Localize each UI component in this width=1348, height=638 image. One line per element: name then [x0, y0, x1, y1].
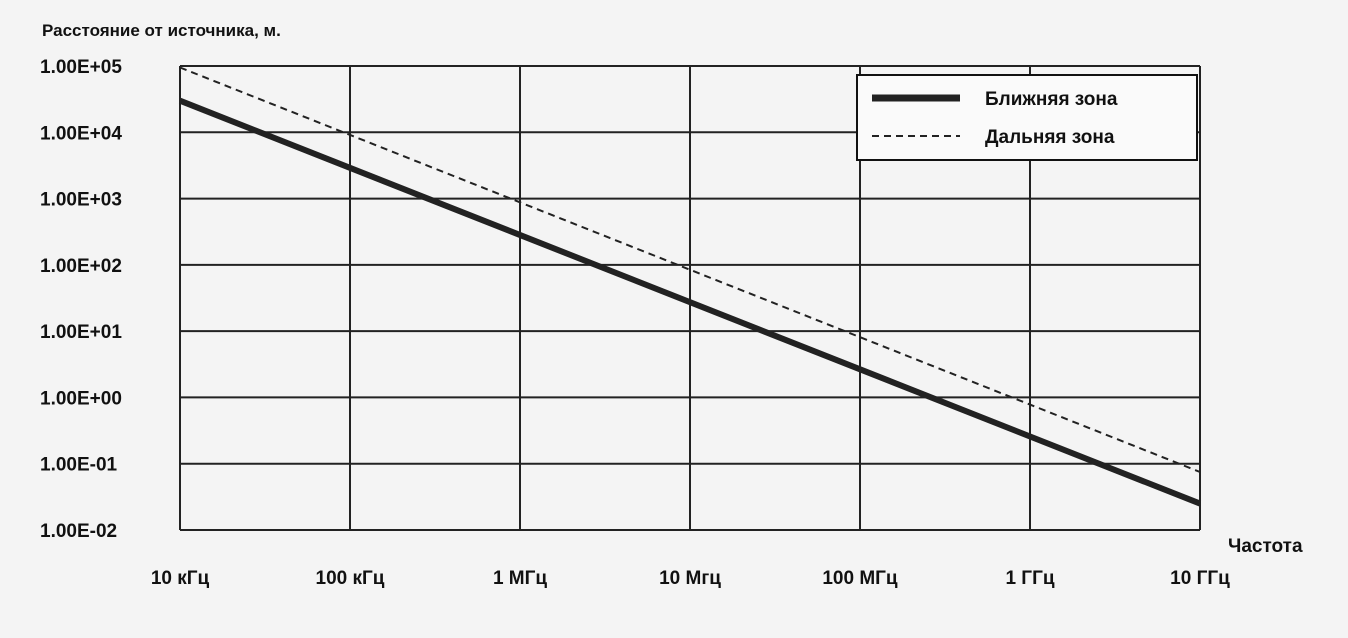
x-tick-label: 100 МГц [822, 568, 898, 589]
y-tick-label: 1.00E+02 [40, 256, 122, 277]
legend-box [856, 74, 1198, 161]
y-tick-labels: 1.00E-02 1.00E-01 1.00E+00 1.00E+01 1.00E+02… [40, 57, 122, 542]
series-line-far-zone [179, 66, 1201, 473]
y-tick-label: 1.00E+03 [40, 190, 122, 211]
x-tick-label: 10 Мгц [659, 568, 721, 589]
x-tick-label: 10 ГГц [1170, 568, 1230, 589]
x-tick-label: 1 ГГц [1005, 568, 1054, 589]
y-axis-label: Расстояние от источника, м. [42, 21, 281, 40]
y-tick-label: 1.00E-01 [40, 455, 118, 476]
x-axis-label: Частота [1228, 536, 1303, 557]
y-tick-label: 1.00E+05 [40, 57, 122, 78]
series-line-near-zone [178, 97, 1202, 507]
y-tick-label: 1.00E-02 [40, 521, 117, 542]
plot-area [178, 66, 1202, 507]
x-tick-label: 100 кГц [316, 568, 385, 589]
y-tick-label: 1.00E+04 [40, 123, 122, 144]
y-tick-label: 1.00E+00 [40, 388, 122, 409]
grid [179, 65, 1201, 531]
x-tick-label: 10 кГц [151, 568, 210, 589]
x-tick-labels: 10 кГц 100 кГц 1 МГц 10 Мгц 100 МГц 1 ГГц 10 Г… [151, 568, 1230, 589]
y-tick-label: 1.00E+01 [40, 322, 122, 343]
legend-label-near-zone: Ближняя зона [985, 89, 1118, 110]
x-tick-label: 1 МГц [493, 568, 547, 589]
legend: Ближняя зона Дальняя зона [856, 74, 1198, 161]
legend-label-far-zone: Дальняя зона [985, 127, 1115, 148]
